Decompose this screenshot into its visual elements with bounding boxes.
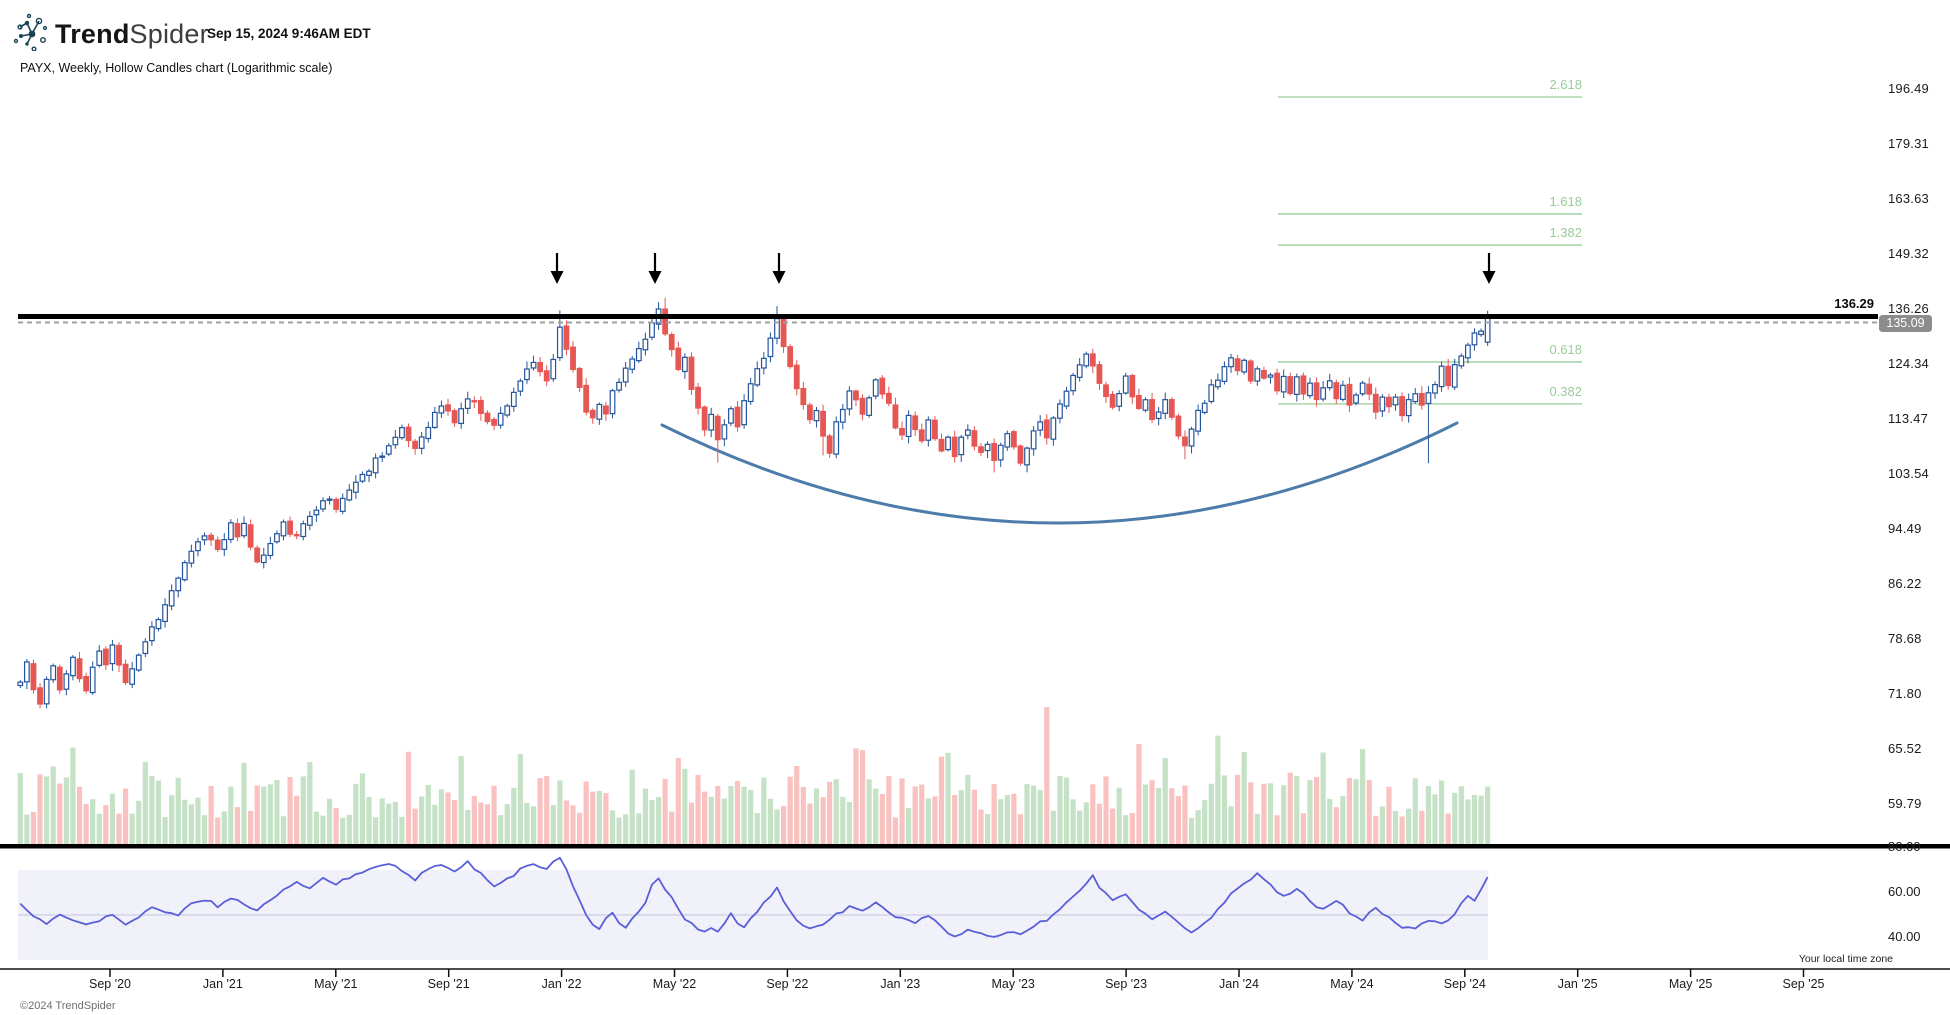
oscillator-axis-label: 80.00 <box>1888 838 1921 854</box>
brand-name: TrendSpider <box>55 19 209 50</box>
price-axis-label: 179.31 <box>1888 136 1929 152</box>
price-axis-label: 78.68 <box>1888 631 1922 647</box>
volume-bars <box>17 707 1491 844</box>
rsi-line[interactable] <box>19 856 1489 938</box>
fib-extension-lines[interactable] <box>1278 96 1582 405</box>
x-axis-label: Jan '25 <box>1557 977 1598 991</box>
brand-name-bold: Trend <box>55 19 130 49</box>
cup-pattern-curve[interactable] <box>660 421 1459 525</box>
x-axis-label: May '25 <box>1668 977 1713 991</box>
timezone-note: Your local time zone <box>1798 953 1893 965</box>
x-axis-label: Jan '22 <box>541 977 582 991</box>
x-axis-label: Sep '22 <box>766 977 809 991</box>
price-axis-label: 86.22 <box>1888 576 1922 592</box>
x-axis-label: Sep '21 <box>427 977 470 991</box>
x-axis-label: Sep '20 <box>88 977 131 991</box>
chart-subtitle: PAYX, Weekly, Hollow Candles chart (Loga… <box>20 61 333 75</box>
last-price-badge: 135.09 <box>1879 315 1932 332</box>
oscillator-axis-label: 60.00 <box>1888 883 1921 899</box>
price-axis-label: 124.34 <box>1888 356 1929 372</box>
signal-arrows <box>550 253 1496 284</box>
x-axis-label: Sep '23 <box>1105 977 1148 991</box>
x-axis-label: May '21 <box>314 977 358 991</box>
price-axis-label: 71.80 <box>1888 686 1922 702</box>
pane-separator[interactable] <box>0 844 1950 849</box>
price-axis-label: 103.54 <box>1888 466 1929 482</box>
molecule-network-logo-icon <box>12 13 48 56</box>
candles <box>17 297 1491 709</box>
fib-level-label: 0.382 <box>1549 383 1582 399</box>
price-axis-label: 136.26 <box>1888 301 1929 317</box>
price-axis-label: 196.49 <box>1888 81 1929 96</box>
fib-level-label: 1.382 <box>1549 225 1582 241</box>
x-axis-label: May '24 <box>1330 977 1374 991</box>
fib-level-label: 2.618 <box>1549 76 1582 92</box>
resistance-line[interactable] <box>18 314 1878 319</box>
x-axis-label: Sep '25 <box>1782 977 1825 991</box>
oscillator-axis-label: 40.00 <box>1888 928 1921 944</box>
price-axis-label: 59.79 <box>1888 796 1922 812</box>
x-axis-label: May '22 <box>652 977 697 991</box>
price-axis-label: 149.32 <box>1888 246 1929 262</box>
x-axis-label: Jan '23 <box>880 977 921 991</box>
price-axis-label: 94.49 <box>1888 521 1922 537</box>
chart-timestamp: Sep 15, 2024 9:46AM EDT <box>207 26 371 41</box>
price-axis-label: 65.52 <box>1888 741 1922 757</box>
fib-level-label: 1.618 <box>1549 193 1582 209</box>
resistance-price-label: 136.29 <box>1834 296 1874 311</box>
x-axis-label: Jan '21 <box>202 977 243 991</box>
x-axis-label: May '23 <box>991 977 1035 991</box>
price-axis-label: 163.63 <box>1888 191 1929 207</box>
brand-header[interactable]: TrendSpider <box>12 13 209 56</box>
x-axis-label: Jan '24 <box>1219 977 1259 991</box>
time-axis-ticks <box>109 969 1805 977</box>
x-axis-label: Sep '24 <box>1443 977 1486 991</box>
copyright-notice: ©2024 TrendSpider <box>20 1000 116 1012</box>
brand-name-light: Spider <box>129 19 209 49</box>
price-axis-label: 113.47 <box>1888 411 1928 427</box>
fib-level-label: 0.618 <box>1549 341 1582 357</box>
